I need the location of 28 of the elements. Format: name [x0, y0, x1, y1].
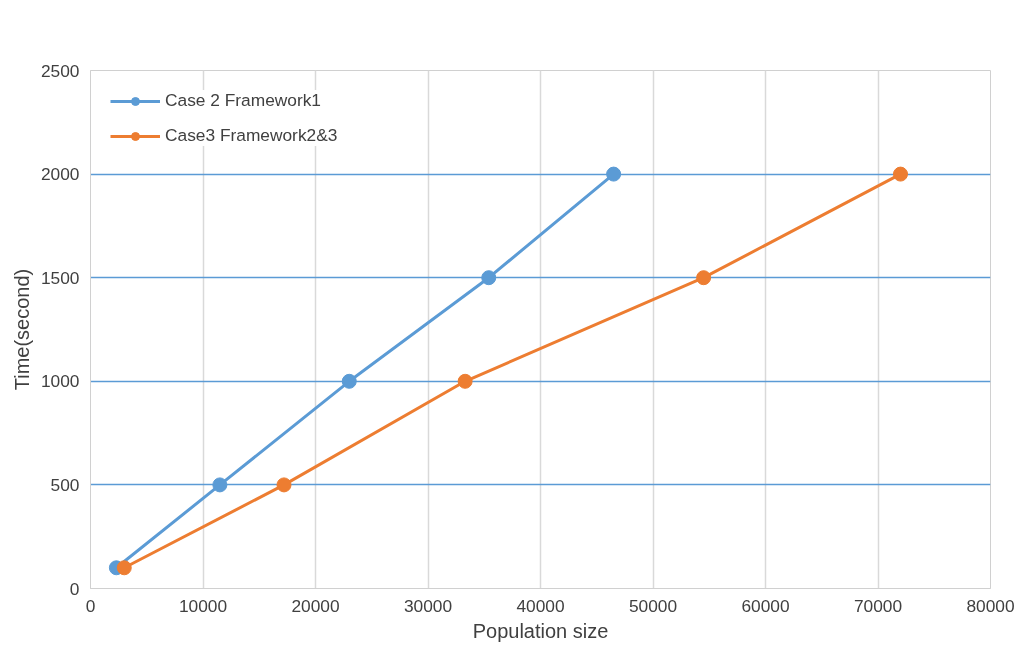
x-tick-label: 60000 — [741, 595, 790, 616]
y-tick-label: 2500 — [40, 60, 80, 81]
y-tick-label: 1000 — [40, 371, 80, 392]
x-tick-label: 80000 — [966, 595, 1015, 616]
x-tick-label: 10000 — [178, 595, 228, 616]
x-axis-title: Population size — [472, 619, 609, 642]
x-tick-label: 20000 — [291, 595, 340, 616]
x-tick-label: 70000 — [853, 595, 903, 616]
point — [116, 560, 132, 576]
point — [276, 477, 292, 493]
point — [212, 477, 228, 493]
y-tick-label: 500 — [50, 474, 80, 495]
y-tick-label: 1500 — [40, 267, 80, 288]
y-tick-label: 0 — [69, 578, 80, 599]
x-tick-label: 40000 — [516, 595, 565, 616]
legend-label: Case3 Framework2&3 — [165, 125, 338, 146]
point — [481, 270, 497, 286]
point — [341, 373, 357, 389]
point — [696, 270, 712, 286]
x-tick-label: 0 — [85, 595, 96, 616]
point — [457, 373, 473, 389]
legend-label: Case 2 Framework1 — [165, 90, 322, 111]
point — [606, 166, 622, 182]
y-axis-title: Time(second) — [10, 268, 33, 391]
x-tick-label: 30000 — [403, 595, 453, 616]
x-tick-label: 50000 — [628, 595, 678, 616]
point — [893, 166, 908, 182]
y-tick-label: 2000 — [40, 164, 80, 185]
